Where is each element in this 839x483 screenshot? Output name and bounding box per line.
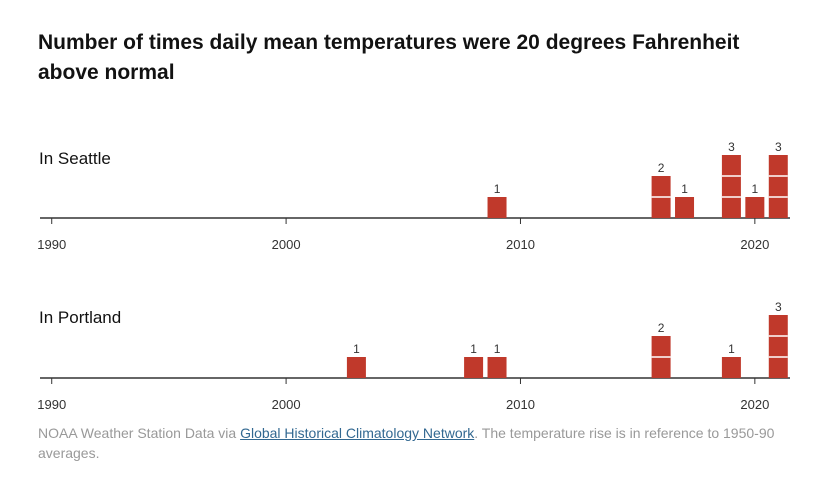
in-portland-bar-2008 xyxy=(464,357,484,378)
in-portland-bar-2009 xyxy=(487,357,507,378)
x-tick-label-1990: 1990 xyxy=(37,237,66,252)
chart-title: Number of times daily mean temperatures … xyxy=(38,31,740,84)
in-seattle-data-label-2009: 1 xyxy=(494,182,501,196)
charts-canvas: In Seattle 1990 2000 2010 2020 1 2 1 3 1 3 In Port… xyxy=(37,140,790,412)
in-seattle-bar-2020 xyxy=(745,197,765,218)
x-tick-label-2000: 2000 xyxy=(272,237,301,252)
in-portland-data-label-2016: 2 xyxy=(658,321,665,335)
in-seattle-data-label-2019: 3 xyxy=(728,140,735,154)
x-tick-label-2000: 2000 xyxy=(272,397,301,412)
in-portland-data-label-2008: 1 xyxy=(470,342,477,356)
source-prefix: NOAA Weather Station Data via xyxy=(38,425,241,441)
x-tick-label-1990: 1990 xyxy=(37,397,66,412)
x-tick-label-2020: 2020 xyxy=(740,397,769,412)
x-tick-label-2010: 2010 xyxy=(506,397,535,412)
in-seattle-data-label-2020: 1 xyxy=(752,182,759,196)
x-tick-label-2020: 2020 xyxy=(740,237,769,252)
in-portland-data-label-2019: 1 xyxy=(728,342,735,356)
in-seattle-bar-2019 xyxy=(721,155,741,218)
in-seattle-bar-2017 xyxy=(675,197,695,218)
in-portland-data-label-2003: 1 xyxy=(353,342,360,356)
x-tick-label-2010: 2010 xyxy=(506,237,535,252)
in-portland-bar-2019 xyxy=(721,357,741,378)
in-portland-bar-2021 xyxy=(768,315,788,378)
in-seattle-label: In Seattle xyxy=(39,149,111,168)
in-portland-bar-2003 xyxy=(346,357,366,378)
source-suffix: . The temperature rise is in reference t… xyxy=(38,425,775,461)
in-portland-data-label-2021: 3 xyxy=(775,300,782,314)
in-seattle-data-label-2021: 3 xyxy=(775,140,782,154)
source-note: NOAA Weather Station Data via Global His… xyxy=(38,423,808,463)
seattle-panel: In Seattle 1990 2000 2010 2020 1 2 1 3 1 3 xyxy=(37,140,790,252)
portland-panel: In Portland 1990 2000 2010 2020 1 1 1 2 1 3 xyxy=(37,300,790,412)
in-seattle-data-label-2017: 1 xyxy=(681,182,688,196)
in-portland-label: In Portland xyxy=(39,308,121,327)
in-seattle-bar-2009 xyxy=(487,197,507,218)
source-link[interactable]: Global Historical Climatology Network xyxy=(240,425,475,441)
in-seattle-bar-2021 xyxy=(768,155,788,218)
in-seattle-data-label-2016: 2 xyxy=(658,161,665,175)
in-portland-data-label-2009: 1 xyxy=(494,342,501,356)
